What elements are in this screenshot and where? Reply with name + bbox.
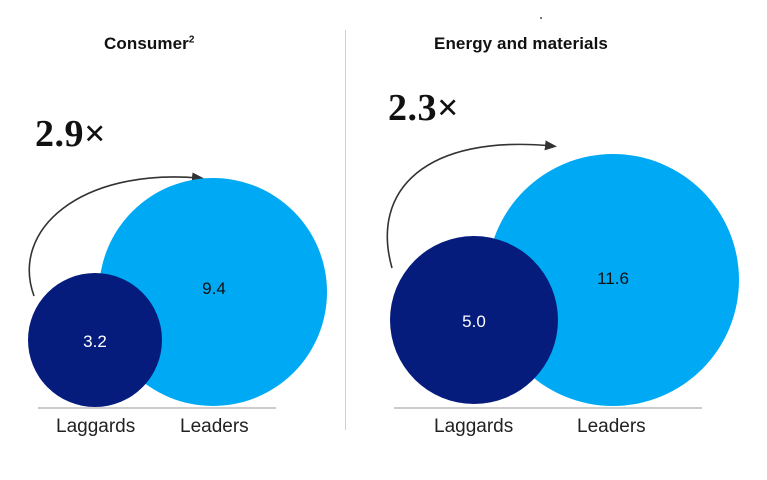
category-label-laggards: Laggards xyxy=(56,416,136,437)
bubble-chart-energy: 11.6 5.0 xyxy=(386,140,739,409)
category-label-leaders: Leaders xyxy=(577,416,646,437)
panel-energy: Energy and materials 2.3× 11.6 5.0 Lagga… xyxy=(346,0,767,480)
bubble-laggards xyxy=(28,273,162,407)
value-label-leaders: 9.4 xyxy=(202,279,226,298)
panel-title: Energy and materials xyxy=(434,34,608,53)
panel-title: Consumer2 xyxy=(104,34,195,53)
stray-dot xyxy=(540,17,542,19)
value-label-laggards: 5.0 xyxy=(462,312,486,331)
category-label-leaders: Leaders xyxy=(180,416,249,437)
bubble-chart-consumer: 9.4 3.2 xyxy=(28,172,327,409)
bubble-laggards xyxy=(390,236,558,404)
panel-consumer: Consumer2 2.9× 9.4 3.2 Laggards Leaders xyxy=(0,0,345,480)
panel-divider xyxy=(345,30,346,430)
value-label-laggards: 3.2 xyxy=(83,332,107,351)
growth-arrow xyxy=(28,172,204,297)
category-label-laggards: Laggards xyxy=(434,416,514,437)
value-label-leaders: 11.6 xyxy=(597,269,629,288)
multiplier-label: 2.9× xyxy=(35,113,107,155)
multiplier-label: 2.3× xyxy=(388,87,460,129)
growth-arrow xyxy=(386,140,557,269)
title-superscript: 2 xyxy=(188,34,195,46)
